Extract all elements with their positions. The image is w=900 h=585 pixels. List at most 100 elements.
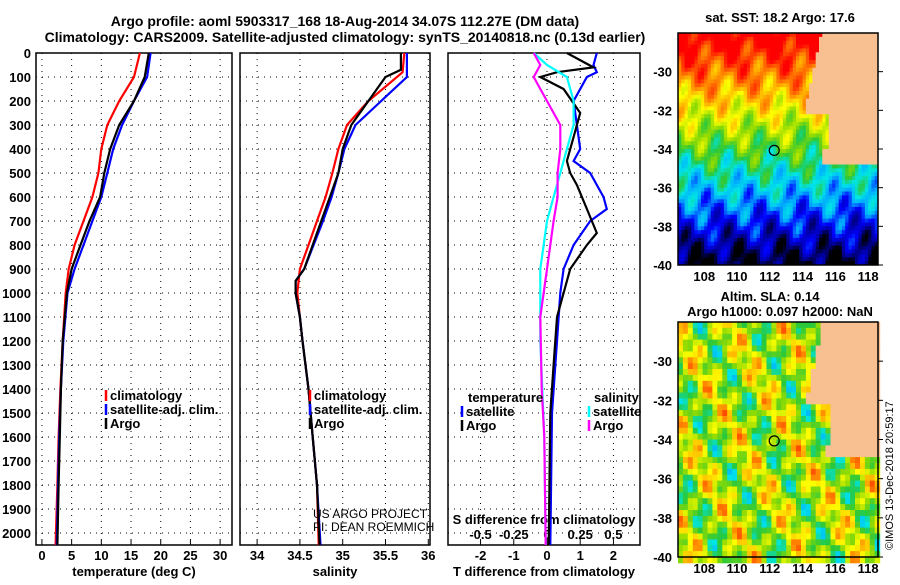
land-cell <box>871 103 875 107</box>
map-cell <box>826 238 830 242</box>
land-cell <box>829 161 833 165</box>
map-cell <box>717 149 721 153</box>
map-cell <box>786 192 790 196</box>
map-cell <box>771 428 777 434</box>
map-cell <box>688 118 692 122</box>
map-cell <box>717 545 723 551</box>
map-cell <box>826 215 830 219</box>
map-cell <box>694 64 698 68</box>
map-cell <box>776 481 782 487</box>
map-cell <box>773 246 777 250</box>
land-cell <box>858 99 862 103</box>
map-cell <box>771 481 777 487</box>
land-cell <box>855 87 859 91</box>
map-cell <box>752 428 758 434</box>
map-cell <box>862 250 866 254</box>
land-cell <box>858 41 862 45</box>
map-cell <box>855 253 859 257</box>
map-cell <box>791 528 797 534</box>
map-cell <box>744 37 748 41</box>
map-cell <box>812 234 816 238</box>
land-cell <box>858 72 862 76</box>
map-cell <box>803 118 807 122</box>
map-cell <box>732 434 738 440</box>
map-cell <box>835 257 839 261</box>
map-cell <box>780 242 784 246</box>
map-cell <box>750 165 754 169</box>
land-cell <box>832 103 836 107</box>
land-cell <box>862 118 866 122</box>
land-cell <box>855 95 859 99</box>
map-cell <box>737 114 741 118</box>
map-cell <box>717 219 721 223</box>
map-cell <box>708 37 712 41</box>
map-cell <box>712 328 718 334</box>
land-cell <box>842 91 846 95</box>
map-cell <box>855 257 859 261</box>
legend-label: satellite-adj. clim. <box>314 402 422 417</box>
map-cell <box>809 223 813 227</box>
map-cell <box>688 107 692 111</box>
map-cell <box>752 557 758 563</box>
map-cell <box>698 440 704 446</box>
map-cell <box>757 242 761 246</box>
land-cell <box>829 60 833 64</box>
land-cell <box>862 45 866 49</box>
map-cell <box>737 176 741 180</box>
map-cell <box>740 49 744 53</box>
map-cell <box>704 83 708 87</box>
map-cell <box>750 246 754 250</box>
map-cell <box>799 130 803 134</box>
map-cell <box>740 195 744 199</box>
map-cell <box>786 145 790 149</box>
map-cell <box>757 369 763 375</box>
land-cell <box>871 68 875 72</box>
map-cell <box>790 165 794 169</box>
land-cell <box>829 103 833 107</box>
map-cell <box>737 498 743 504</box>
map-cell <box>717 322 723 328</box>
map-cell <box>763 95 767 99</box>
map-cell <box>767 45 771 49</box>
map-cell <box>806 498 812 504</box>
map-cell <box>750 238 754 242</box>
map-cell <box>767 416 773 422</box>
map-cell <box>688 363 694 369</box>
map-cell <box>757 434 763 440</box>
map-cell <box>767 219 771 223</box>
land-cell <box>855 103 859 107</box>
map-cell <box>742 522 748 528</box>
map-cell <box>717 398 723 404</box>
map-cell <box>698 410 704 416</box>
map-cell <box>762 387 768 393</box>
map-cell <box>845 180 849 184</box>
map-cell <box>803 203 807 207</box>
map-cell <box>780 250 784 254</box>
map-cell <box>691 52 695 56</box>
map-cell <box>711 161 715 165</box>
map-cell <box>737 165 741 169</box>
map-cell <box>750 253 754 257</box>
map-cell <box>801 357 807 363</box>
map-cell <box>771 398 777 404</box>
map-cell <box>757 522 763 528</box>
map-cell <box>688 184 692 188</box>
map-cell <box>740 141 744 145</box>
map-cell <box>737 369 743 375</box>
map-cell <box>727 340 733 346</box>
map-cell <box>688 528 694 534</box>
map-cell <box>717 387 723 393</box>
map-cell <box>721 87 725 91</box>
map-cell <box>717 64 721 68</box>
map-cell <box>721 52 725 56</box>
map-cell <box>721 168 725 172</box>
map-cell <box>791 510 797 516</box>
map-cell <box>763 45 767 49</box>
map-cell <box>678 445 684 451</box>
map-cell <box>732 357 738 363</box>
map-cell <box>721 141 725 145</box>
map-cell <box>727 203 731 207</box>
y-tick-label: 1700 <box>2 454 31 469</box>
map-cell <box>737 351 743 357</box>
map-cell <box>786 64 790 68</box>
